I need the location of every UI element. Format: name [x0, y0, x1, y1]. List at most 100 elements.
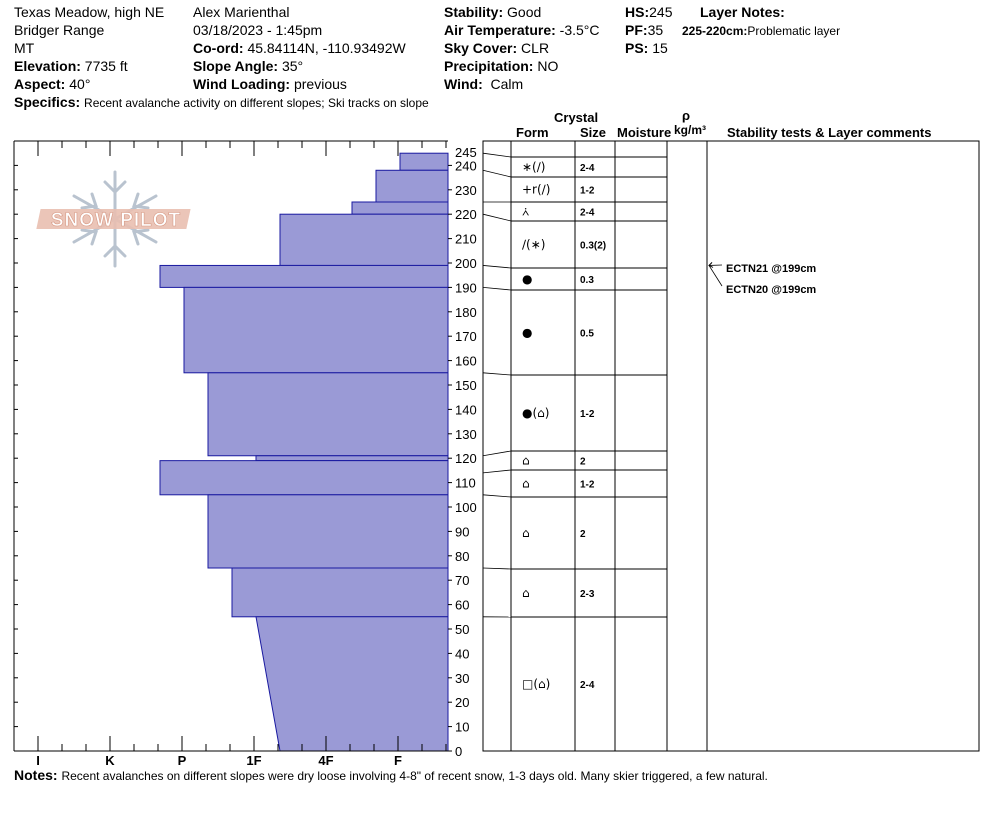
crystal-form: ∗(∕) — [522, 160, 545, 174]
depth-tick-label: 160 — [455, 354, 477, 369]
depth-tick-label: 70 — [455, 573, 469, 588]
hardness-label-P: P — [178, 753, 187, 768]
crystal-size: 1-2 — [580, 186, 595, 197]
ps: PS: 15 — [625, 40, 668, 56]
depth-tick-label: 40 — [455, 646, 469, 661]
crystal-size: 1-2 — [580, 409, 595, 420]
depth-tick-label: 170 — [455, 329, 477, 344]
crystal-size: 1-2 — [580, 480, 595, 491]
snow-pilot-logo: SNOW PILOT — [36, 170, 191, 268]
crystal-form: +r(∕) — [522, 183, 550, 197]
hardness-bar-7 — [255, 455, 449, 462]
depth-tick-label: 50 — [455, 622, 469, 637]
depth-tick-label: 190 — [455, 280, 477, 295]
test-label: ECTN21 @199cm — [726, 263, 816, 275]
depth-tick-label: 100 — [455, 500, 477, 515]
col-rho: ρ — [682, 108, 691, 123]
crystal-size: 2-4 — [580, 680, 595, 691]
depth-tick-label: 110 — [455, 476, 476, 491]
crystal-size: 2 — [580, 529, 586, 540]
hardness-bars — [159, 152, 449, 752]
depth-tick-label: 20 — [455, 695, 469, 710]
depth-tick-label: 240 — [455, 158, 477, 173]
wind-loading: Wind Loading: previous — [193, 76, 347, 92]
col-form: Form — [516, 125, 549, 140]
depth-tick-label: 10 — [455, 720, 469, 735]
depth-tick-label: 90 — [455, 524, 469, 539]
test-arrow-icon — [708, 262, 714, 268]
layer-note: 225-220cm:Problematic layer — [682, 24, 841, 38]
col-stability-tests: Stability tests & Layer comments — [727, 125, 932, 140]
hardness-label-K: K — [105, 753, 115, 768]
precipitation: Precipitation: NO — [444, 58, 559, 74]
crystal-form: ● — [522, 272, 532, 286]
specifics: Specifics: Recent avalanche activity on … — [14, 94, 429, 110]
layer-connector — [482, 169, 512, 178]
crystal-size: 2-4 — [580, 208, 595, 219]
hardness-label-F: F — [394, 753, 402, 768]
test-pointer — [708, 265, 723, 287]
depth-tick-label: 60 — [455, 598, 469, 613]
hardness-label-1F: 1F — [246, 753, 261, 768]
crystal-form: ∕(∗) — [522, 238, 545, 252]
air-temperature: Air Temperature: -3.5°C — [444, 22, 600, 38]
col-moisture: Moisture — [617, 125, 672, 140]
layer-connector — [482, 494, 512, 498]
sky-cover: Sky Cover: CLR — [444, 40, 550, 56]
mountain-range: Bridger Range — [14, 22, 105, 38]
hardness-bar-6 — [207, 372, 449, 457]
hardness-bar-5 — [183, 286, 449, 374]
crystal-size: 2-3 — [580, 589, 595, 600]
crystal-form: ⌂ — [522, 586, 530, 600]
crystal-size: 2 — [580, 457, 586, 468]
col-size: Size — [580, 125, 607, 140]
logo-text: SNOW PILOT — [51, 210, 181, 231]
hardness-bar-10 — [231, 567, 449, 618]
hardness-axis: I K P 1F 4F F — [13, 140, 448, 768]
depth-tick-label: 200 — [455, 256, 477, 271]
observer: Alex Marienthal — [193, 4, 290, 20]
layer-connector — [482, 287, 512, 291]
layer-connector — [482, 213, 512, 222]
hardness-bar-0 — [399, 152, 449, 171]
state: MT — [14, 40, 35, 56]
hardness-bar-4 — [159, 264, 449, 288]
depth-tick-label: 180 — [455, 305, 477, 320]
crystal-size: 0.3 — [580, 275, 594, 286]
depth-tick-label: 140 — [455, 402, 477, 417]
crystal-size: 0.3(2) — [580, 241, 606, 252]
stability-tests: ECTN21 @199cm ECTN20 @199cm — [708, 262, 816, 296]
layer-connector — [482, 450, 512, 457]
layer-connector — [482, 265, 512, 269]
hardness-bar-1 — [375, 169, 449, 203]
elevation: Elevation: 7735 ft — [14, 58, 128, 74]
location: Texas Meadow, high NE — [14, 4, 165, 20]
aspect: Aspect: 40° — [14, 76, 91, 92]
hs: HS:245 — [625, 4, 673, 20]
notes: Notes: Recent avalanches on different sl… — [14, 767, 768, 783]
depth-tick-label: 230 — [455, 183, 477, 198]
crystal-form: ●(⌂) — [522, 406, 549, 420]
coordinates: Co-ord: 45.84114N, -110.93492W — [193, 40, 406, 56]
hardness-label-4F: 4F — [318, 753, 333, 768]
layer-connector — [482, 372, 512, 376]
hardness-bar-11 — [255, 616, 449, 752]
depth-tick-label: 245 — [455, 145, 477, 160]
crystal-form: ⌂ — [522, 477, 530, 491]
depth-tick-label: 220 — [455, 207, 477, 222]
crystal-form: ⩑ — [522, 205, 529, 219]
hardness-bar-2 — [351, 201, 449, 215]
depth-tick-label: 210 — [455, 232, 477, 247]
slope-angle: Slope Angle: 35° — [193, 58, 304, 74]
col-crystal: Crystal — [554, 110, 599, 125]
layer-connector — [482, 469, 512, 474]
crystal-table: ∗(∕) 2-4 +r(∕) 1-2 ⩑ 2-4 ∕(∗) 0.3(2) ● 0.3 ● 0.5 ●(⌂… — [482, 140, 980, 752]
crystal-size: 2-4 — [580, 163, 595, 174]
hardness-bar-3 — [279, 213, 449, 266]
crystal-form: ● — [522, 326, 532, 340]
hardness-label-I: I — [36, 753, 40, 768]
table-frame — [482, 140, 980, 752]
datetime: 03/18/2023 - 1:45pm — [193, 22, 323, 38]
hardness-bar-8 — [159, 460, 449, 496]
